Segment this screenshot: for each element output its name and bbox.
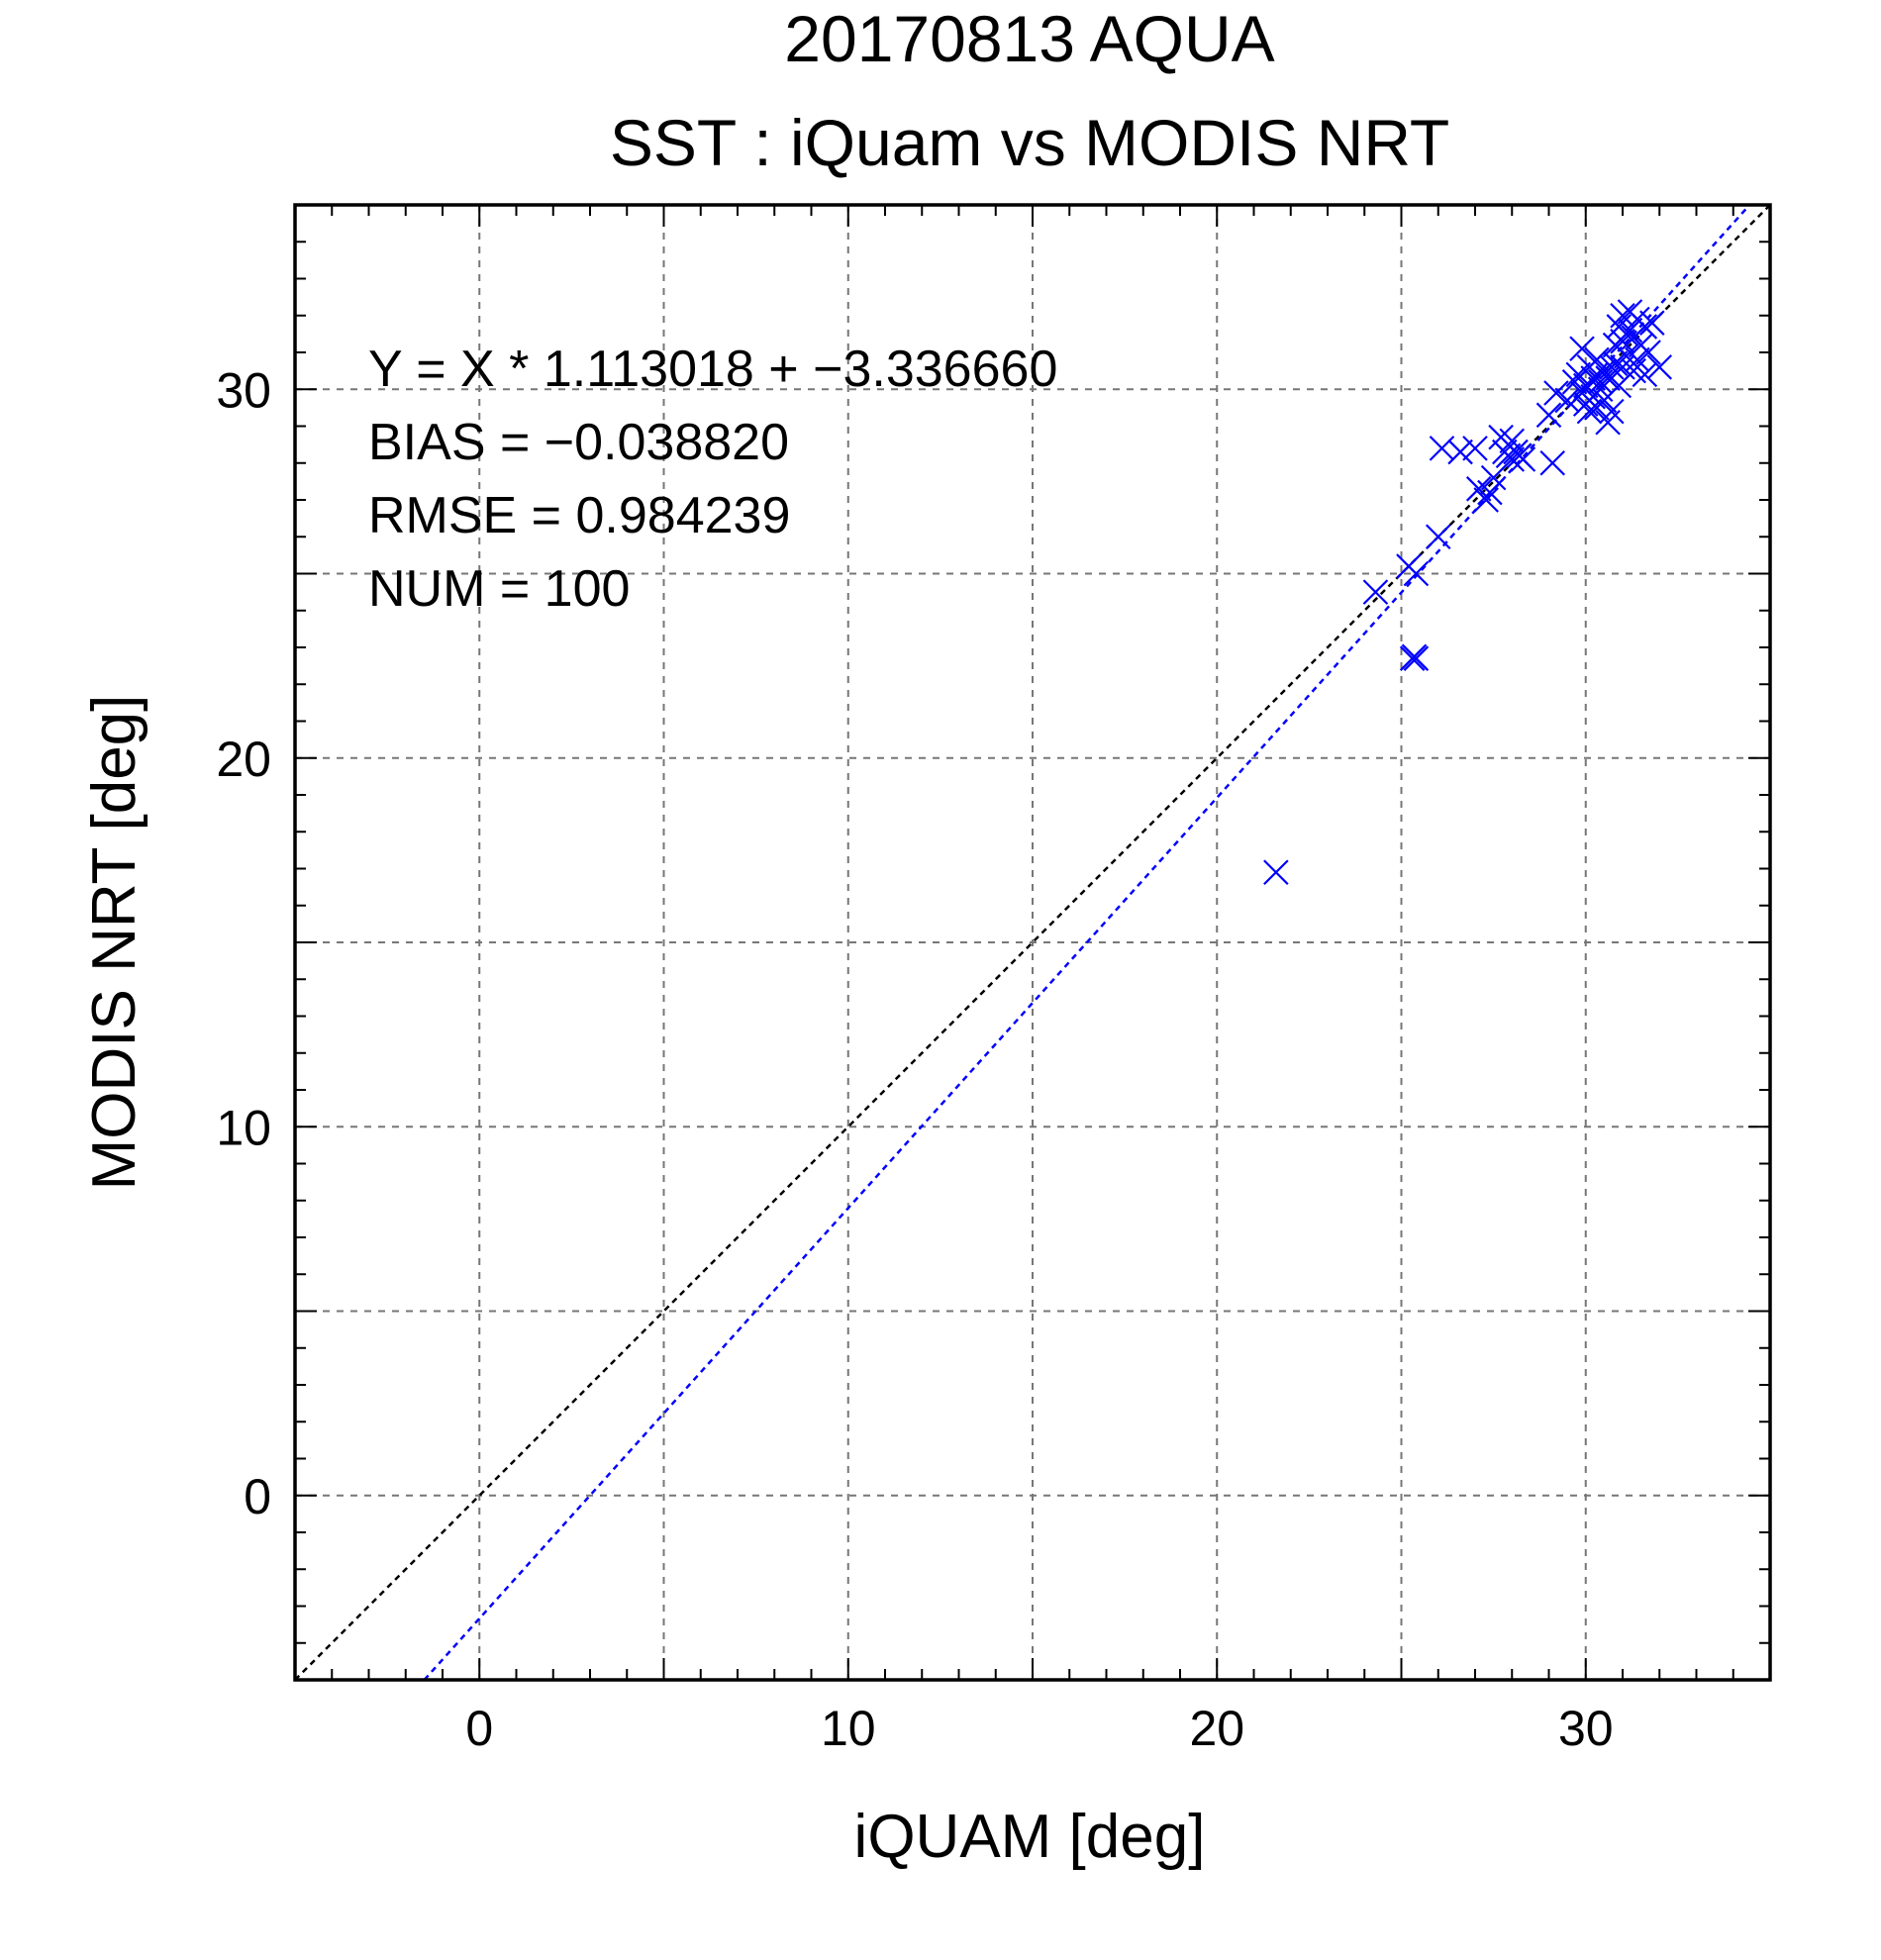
data-points bbox=[1263, 299, 1673, 886]
plot-frame bbox=[293, 203, 1772, 1682]
bias-value: BIAS = −0.038820 bbox=[368, 414, 789, 471]
chart-title: 20170813 AQUA bbox=[784, 2, 1274, 75]
x-tick-label: 30 bbox=[1558, 1701, 1614, 1756]
data-point bbox=[1602, 350, 1629, 376]
data-point bbox=[1473, 487, 1499, 513]
y-tick-label: 10 bbox=[216, 1100, 271, 1155]
reference-line-fit bbox=[423, 204, 1751, 1681]
data-point bbox=[1632, 314, 1658, 340]
data-point bbox=[1362, 579, 1389, 605]
data-point bbox=[1447, 439, 1473, 465]
chart-subtitle: SST : iQuam vs MODIS NRT bbox=[610, 106, 1449, 179]
data-point bbox=[1499, 446, 1526, 472]
x-axis-label: iQUAM [deg] bbox=[854, 1803, 1206, 1871]
y-tick-label: 20 bbox=[216, 732, 271, 787]
statistics-annotation: Y = X * 1.113018 + −3.336660 BIAS = −0.0… bbox=[368, 341, 1057, 618]
data-point bbox=[1535, 402, 1562, 429]
data-point bbox=[1477, 479, 1503, 506]
x-tick-label: 20 bbox=[1189, 1701, 1244, 1756]
x-tick-label: 0 bbox=[465, 1701, 493, 1756]
data-point bbox=[1263, 859, 1289, 886]
data-point bbox=[1510, 446, 1536, 472]
x-tick-label: 10 bbox=[821, 1701, 876, 1756]
data-point bbox=[1625, 346, 1650, 373]
data-point bbox=[1617, 317, 1643, 343]
reference-lines bbox=[294, 204, 1771, 1681]
tick-labels: 0 10 20 30 0 10 20 30 bbox=[216, 362, 1613, 1756]
data-point bbox=[1543, 380, 1569, 406]
data-point bbox=[1462, 436, 1488, 461]
data-point bbox=[1646, 354, 1673, 380]
y-axis-label: MODIS NRT [deg] bbox=[80, 695, 148, 1191]
data-point bbox=[1569, 336, 1595, 362]
sample-count: NUM = 100 bbox=[368, 560, 630, 618]
data-point bbox=[1576, 398, 1603, 425]
y-tick-label: 30 bbox=[216, 362, 271, 418]
data-point bbox=[1403, 560, 1430, 587]
rmse-value: RMSE = 0.984239 bbox=[368, 487, 790, 544]
grid bbox=[295, 205, 1770, 1680]
data-point bbox=[1539, 449, 1565, 476]
data-point bbox=[1599, 398, 1625, 425]
y-tick-label: 0 bbox=[244, 1469, 271, 1524]
data-point bbox=[1639, 310, 1665, 336]
data-point bbox=[1401, 643, 1428, 670]
data-point bbox=[1632, 361, 1658, 388]
data-point bbox=[1425, 524, 1451, 550]
regression-equation: Y = X * 1.113018 + −3.336660 bbox=[368, 341, 1057, 398]
data-point bbox=[1635, 340, 1661, 365]
data-point bbox=[1429, 436, 1455, 461]
